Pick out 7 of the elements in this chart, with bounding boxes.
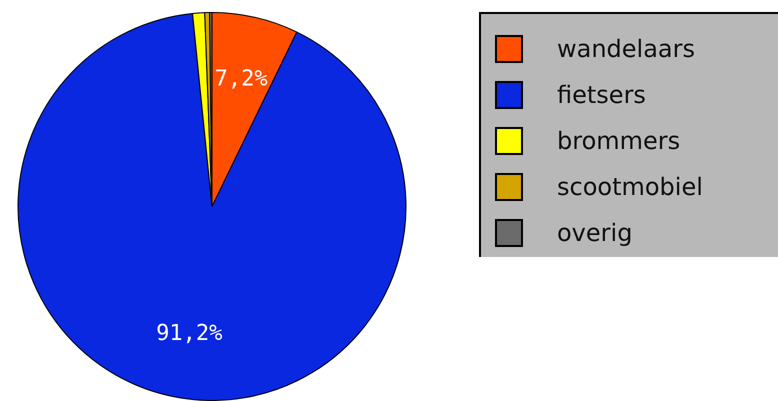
legend-label: brommers xyxy=(557,127,680,155)
data-label: 91,2% xyxy=(156,321,222,346)
legend-label: wandelaars xyxy=(557,35,695,63)
legend-label: fietsers xyxy=(557,81,646,109)
data-label: 7,2% xyxy=(214,66,268,92)
legend-label: scootmobiel xyxy=(557,173,703,201)
legend-label: overig xyxy=(557,219,632,247)
